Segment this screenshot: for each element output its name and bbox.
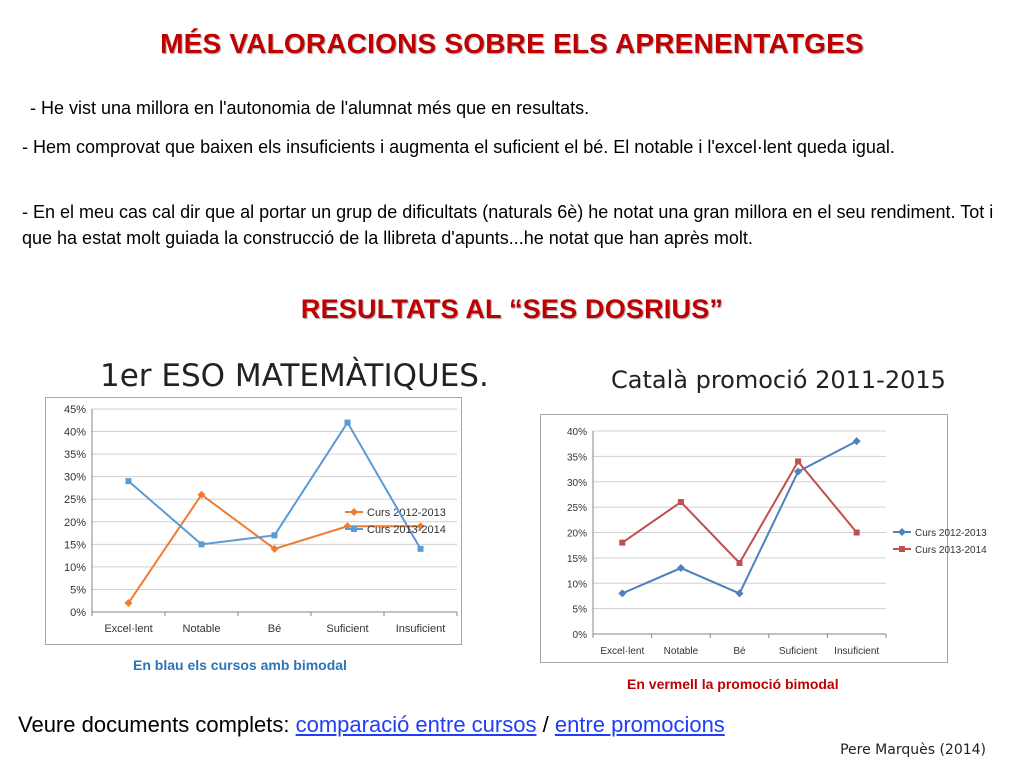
chart-math-xtick-label: Insuficient (396, 623, 446, 635)
author-credit: Pere Marquès (2014) (840, 742, 986, 758)
chart-catalan-point (677, 499, 684, 506)
chart-catalan-xtick-label: Excel·lent (600, 646, 644, 657)
chart-math: 0% 5% 10% 15% 20% 25% 30% 35% 40% 45% Excel·lent No… (45, 397, 462, 645)
chart-math-ytick-label: 5% (70, 584, 86, 596)
chart-math-point (270, 544, 279, 553)
chart-math-legend-marker (350, 508, 358, 516)
chart-catalan-xtick-label: Bé (733, 646, 746, 657)
chart-math-ytick-label: 45% (64, 404, 86, 416)
chart-math-point (271, 532, 278, 539)
chart-catalan-xtick-label: Insuficient (834, 646, 879, 657)
footer-links: Veure documents complets: comparació ent… (18, 712, 725, 738)
chart-math-ytick-label: 15% (64, 539, 86, 551)
chart-math-point (416, 522, 425, 531)
caption-red-bimodal: En vermell la promoció bimodal (627, 676, 839, 692)
chart-catalan-plot: 0% 5% 10% 15% 20% 25% 30% 35% 40% Excel·lent Notab… (567, 427, 987, 657)
chart-catalan-legend-label: Curs 2013-2014 (915, 545, 987, 556)
chart-math-ytick-label: 30% (64, 472, 86, 484)
chart-math-ytick-label: 40% (64, 427, 86, 439)
chart-catalan-legend-marker (898, 528, 906, 536)
chart-catalan-ytick-label: 35% (567, 452, 587, 463)
chart-catalan-point (794, 467, 803, 476)
chart-catalan-ytick-label: 5% (573, 605, 588, 616)
chart-catalan-point (853, 529, 860, 536)
chart-catalan-ytick-label: 10% (567, 579, 587, 590)
chart-catalan-ytick-label: 0% (573, 630, 588, 641)
link-course-comparison[interactable]: comparació entre cursos (295, 712, 537, 737)
chart-math-ytick-label: 0% (70, 607, 86, 619)
chart-catalan: 0% 5% 10% 15% 20% 25% 30% 35% 40% Excel·lent Notab… (540, 414, 987, 663)
chart-math-ytick-label: 35% (64, 449, 86, 461)
chart-math-plot: 0% 5% 10% 15% 20% 25% 30% 35% 40% 45% Excel·lent No… (64, 404, 458, 635)
chart-math-legend-label: Curs 2013-2014 (367, 524, 446, 536)
chart-catalan-point (676, 564, 685, 573)
chart-catalan-point (618, 589, 627, 598)
chart-catalan-point (736, 559, 743, 566)
paragraph-grades: - Hem comprovat que baixen els insuficie… (22, 137, 895, 157)
chart-catalan-legend-label: Curs 2012-2013 (915, 528, 987, 539)
chart-catalan-point (795, 458, 802, 465)
chart-math-ytick-label: 10% (64, 562, 86, 574)
chart-catalan-series-line-2 (621, 459, 858, 565)
slide-title: MÉS VALORACIONS SOBRE ELS APRENENTATGES (160, 28, 864, 59)
chart-catalan-legend-marker (899, 546, 905, 552)
chart-math-ytick-label: 20% (64, 517, 86, 529)
chart-math-point (197, 490, 206, 499)
chart-catalan-ytick-label: 30% (567, 478, 587, 489)
chart-math-ytick-label: 25% (64, 494, 86, 506)
footer-prefix: Veure documents complets: (18, 712, 296, 737)
caption-blue-bimodal: En blau els cursos amb bimodal (133, 657, 347, 673)
chart-math-xtick-label: Excel·lent (104, 623, 152, 635)
footer-separator: / (536, 712, 555, 737)
chart-math-title: 1er ESO MATEMÀTIQUES. (100, 358, 489, 394)
chart-catalan-ytick-label: 20% (567, 529, 587, 540)
chart-math-point (417, 545, 424, 552)
chart-math-xtick-label: Bé (268, 623, 281, 635)
chart-catalan-title: Català promoció 2011-2015 (611, 366, 946, 394)
chart-math-legend-marker (351, 526, 357, 532)
chart-math-point (125, 478, 132, 485)
paragraph-autonomy: - He vist una millora en l'autonomia de … (30, 98, 590, 118)
chart-math-xtick-label: Suficient (326, 623, 368, 635)
chart-math-xtick-label: Notable (183, 623, 221, 635)
chart-math-point (344, 419, 351, 426)
chart-math-point (124, 598, 133, 607)
chart-math-point (198, 541, 205, 548)
results-title: RESULTATS AL “SES DOSRIUS” (300, 294, 724, 324)
chart-catalan-point (735, 589, 744, 598)
chart-catalan-xtick-label: Suficient (779, 646, 818, 657)
chart-catalan-point (852, 437, 861, 446)
chart-catalan-point (619, 539, 626, 546)
link-promotions[interactable]: entre promocions (554, 712, 725, 737)
chart-math-legend-label: Curs 2012-2013 (367, 507, 446, 519)
chart-catalan-ytick-label: 15% (567, 554, 587, 565)
chart-catalan-ytick-label: 25% (567, 503, 587, 514)
chart-catalan-ytick-label: 40% (567, 427, 587, 438)
chart-catalan-xtick-label: Notable (664, 646, 699, 657)
paragraph-difficulties-group: - En el meu cas cal dir que al portar un… (22, 202, 994, 248)
